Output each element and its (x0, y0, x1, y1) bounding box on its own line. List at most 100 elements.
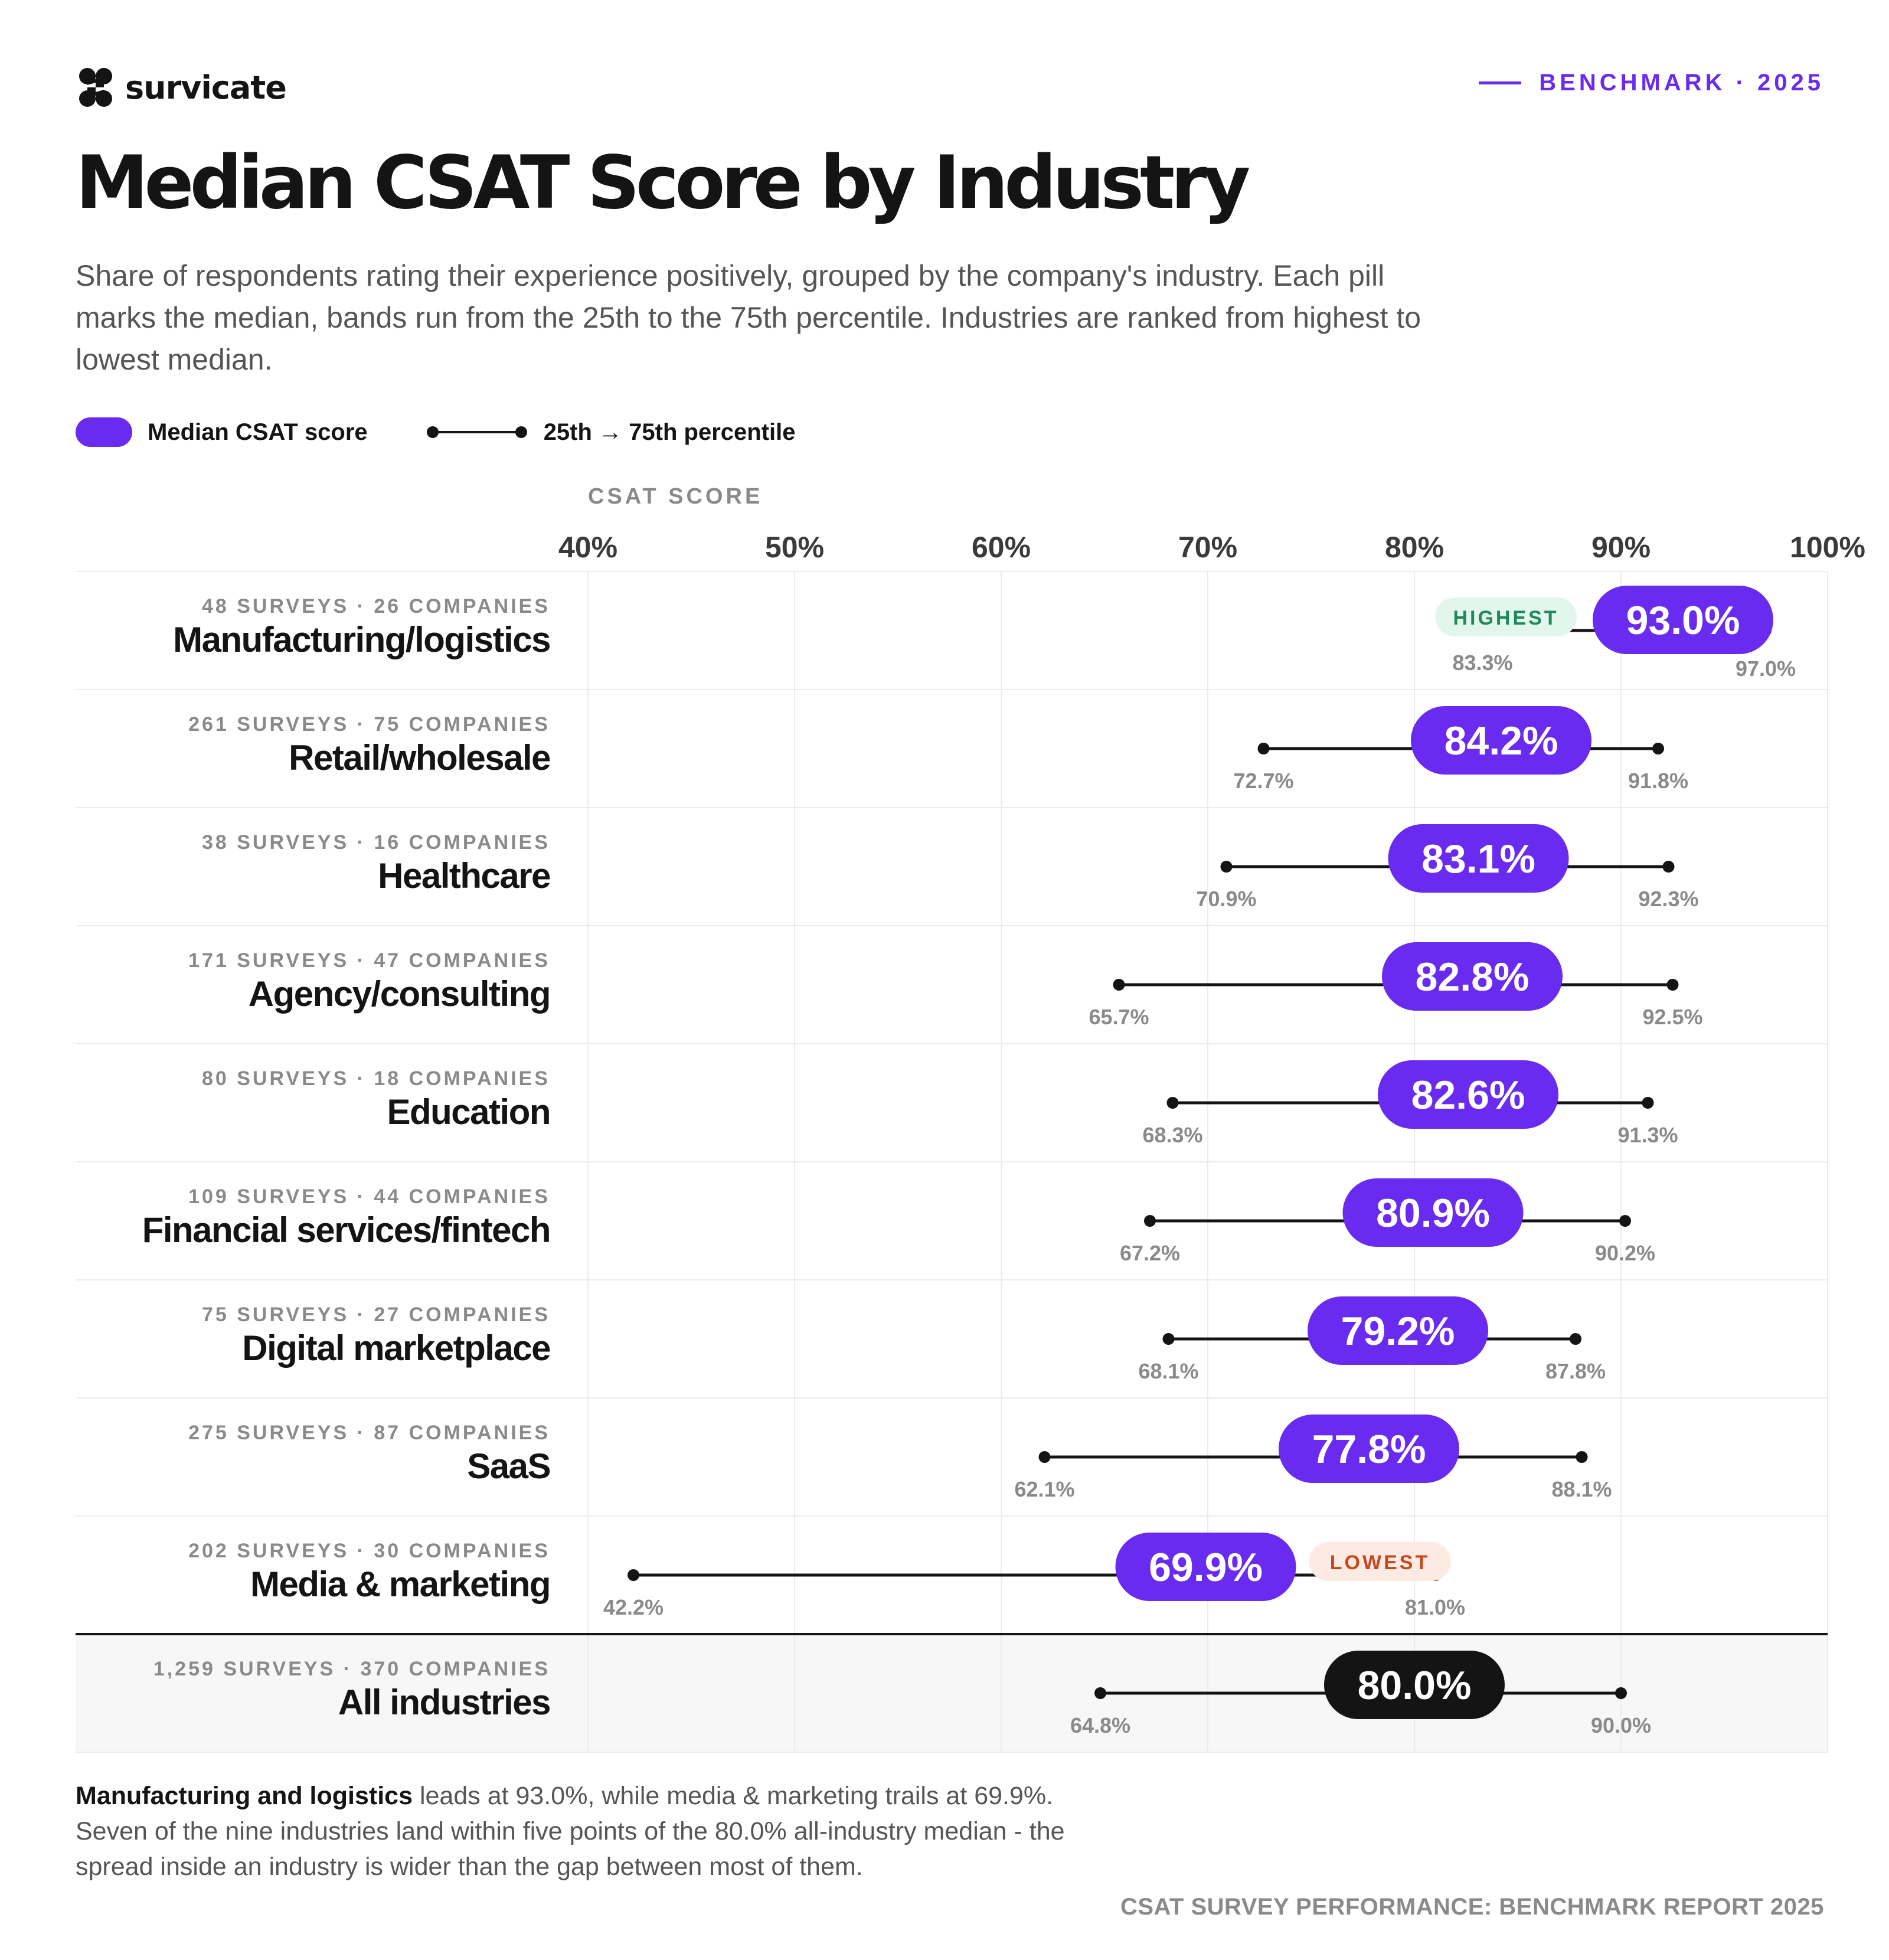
row-meta: 171 SURVEYS · 47 COMPANIES (188, 949, 550, 972)
median-label: 80.0% (1358, 1663, 1472, 1708)
p75-dot (1642, 1097, 1654, 1109)
median-label: 82.6% (1411, 1073, 1525, 1118)
x-tick-label: 70% (1178, 531, 1237, 564)
badge-text: BENCHMARK · 2025 (1539, 70, 1824, 96)
p25-label: 68.3% (1142, 1123, 1202, 1147)
row-meta: 261 SURVEYS · 75 COMPANIES (188, 713, 550, 736)
legend-band-swatch (426, 426, 527, 439)
p75-label: 87.8% (1545, 1359, 1606, 1383)
row-meta: 75 SURVEYS · 27 COMPANIES (202, 1304, 550, 1326)
median-label: 82.8% (1416, 955, 1529, 999)
p25-dot (1166, 1097, 1179, 1109)
p75-dot (1619, 1215, 1631, 1227)
p25-label: 68.1% (1138, 1359, 1198, 1383)
median-pill (1378, 1060, 1558, 1129)
highest-tag (1435, 597, 1577, 636)
x-tick-label: 50% (765, 531, 824, 564)
row-label: Digital marketplace (242, 1328, 550, 1368)
median-pill (1593, 586, 1773, 654)
page-subtitle: Share of respondents rating their experi… (76, 259, 1421, 376)
page-title: Median CSAT Score by Industry (76, 141, 1250, 226)
badge-rule (1479, 81, 1522, 84)
median-pill (1382, 942, 1563, 1011)
x-tick-label: 60% (972, 531, 1031, 564)
median-label: 79.2% (1341, 1309, 1455, 1354)
row-meta: 38 SURVEYS · 16 COMPANIES (202, 831, 550, 854)
row-meta: 48 SURVEYS · 26 COMPANIES (202, 595, 550, 618)
p25-label: 64.8% (1070, 1713, 1130, 1737)
footer-lead-rest: leads at 93.0%, while media & marketing … (76, 1782, 1065, 1881)
p75-dot (1615, 1687, 1627, 1699)
median-pill (1308, 1296, 1488, 1365)
p25-dot (1094, 1687, 1106, 1699)
p25-dot (1257, 743, 1270, 754)
lowest-tag-label: LOWEST (1330, 1551, 1430, 1574)
row-label: All industries (338, 1683, 550, 1722)
p25-label: 65.7% (1089, 1005, 1149, 1029)
p75-dot (1662, 861, 1675, 873)
row-label: Agency/consulting (249, 974, 550, 1014)
legend-median-label: Median CSAT score (148, 419, 368, 445)
p75-label: 88.1% (1551, 1477, 1612, 1501)
p25-label: 42.2% (603, 1595, 664, 1619)
source-credit: CSAT SURVEY PERFORMANCE: BENCHMARK REPOR… (1120, 1894, 1824, 1920)
row-label: Manufacturing/logistics (173, 620, 550, 659)
p25-dot (1113, 979, 1125, 991)
highest-tag-label: HIGHEST (1453, 607, 1558, 629)
legend-median-swatch (76, 417, 132, 447)
median-pill (1388, 824, 1569, 893)
p75-dot (1570, 1333, 1581, 1345)
row-label: Education (387, 1092, 550, 1132)
median-label: 93.0% (1626, 598, 1740, 643)
p75-dot (1652, 743, 1664, 754)
x-tick-label: 80% (1385, 531, 1444, 564)
p25-label: 83.3% (1452, 651, 1512, 675)
p75-label: 81.0% (1405, 1595, 1465, 1619)
x-tick-label: 100% (1790, 531, 1865, 564)
p25-label: 70.9% (1196, 887, 1256, 911)
p75-label: 92.5% (1642, 1005, 1702, 1029)
median-pill (1279, 1415, 1459, 1483)
p25-dot (628, 1569, 639, 1581)
p75-dot (1576, 1451, 1588, 1463)
p25-label: 67.2% (1120, 1241, 1180, 1265)
p25-dot (1144, 1215, 1156, 1227)
row-meta: 202 SURVEYS · 30 COMPANIES (188, 1540, 550, 1562)
p75-label: 97.0% (1736, 656, 1796, 681)
p75-label: 91.3% (1617, 1123, 1678, 1147)
median-label: 84.2% (1444, 718, 1558, 763)
p25-dot (1038, 1451, 1051, 1463)
median-label: 69.9% (1149, 1545, 1263, 1590)
p75-label: 90.0% (1591, 1713, 1651, 1737)
legend-band-label: 25th → 75th percentile (543, 419, 796, 445)
footer-summary: Manufacturing and logistics leads at 93.… (76, 1778, 1079, 1884)
row-label: Financial services/fintech (142, 1210, 550, 1250)
lowest-tag (1309, 1542, 1451, 1581)
p75-label: 91.8% (1628, 769, 1688, 793)
median-pill (1324, 1651, 1505, 1719)
p75-label: 92.3% (1638, 887, 1698, 911)
x-axis-title: CSAT SCORE (588, 484, 763, 509)
footer-lead-bold: Manufacturing and logistics (76, 1782, 413, 1810)
row-meta: 1,259 SURVEYS · 370 COMPANIES (153, 1658, 550, 1680)
row-label: Healthcare (378, 856, 550, 896)
median-pill (1411, 706, 1591, 775)
p25-dot (1220, 861, 1233, 873)
row-meta: 275 SURVEYS · 87 COMPANIES (188, 1422, 550, 1444)
median-label: 83.1% (1421, 837, 1535, 881)
p25-label: 62.1% (1014, 1477, 1074, 1501)
median-pill (1342, 1178, 1524, 1247)
p25-dot (1162, 1333, 1175, 1345)
median-label: 77.8% (1312, 1427, 1426, 1472)
row-label: SaaS (467, 1446, 550, 1486)
benchmark-badge: BENCHMARK · 2025 (1479, 70, 1824, 96)
x-tick-label: 40% (558, 531, 617, 564)
row-meta: 80 SURVEYS · 18 COMPANIES (202, 1067, 550, 1090)
brand-name: survicate (125, 68, 287, 106)
x-tick-label: 90% (1591, 531, 1651, 564)
row-label: Retail/wholesale (289, 738, 550, 778)
p75-label: 90.2% (1595, 1241, 1655, 1265)
survicate-logo-icon (79, 68, 112, 107)
median-pill (1115, 1533, 1296, 1601)
